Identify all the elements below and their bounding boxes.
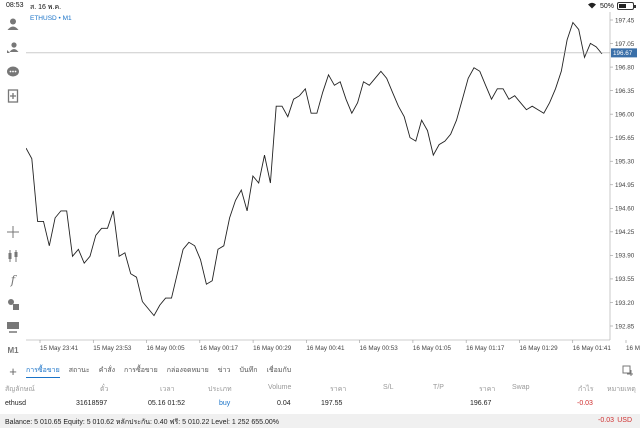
- row-volume: 0.04: [277, 400, 291, 407]
- add-tab-icon[interactable]: +: [9, 363, 17, 379]
- y-tick-label: 196.35: [615, 88, 635, 95]
- x-tick-label: 16 May 01:29: [519, 345, 558, 352]
- status-date: ส. 16 พ.ค.: [30, 4, 62, 11]
- y-tick-label: 196.00: [615, 111, 635, 118]
- y-tick-label: 192.85: [615, 323, 635, 330]
- tab-5[interactable]: ข่าว: [217, 366, 231, 374]
- y-tick-label: 197.45: [615, 17, 635, 24]
- row-type: buy: [219, 400, 231, 407]
- battery-icon: [617, 2, 636, 10]
- crosshair-icon[interactable]: [5, 224, 21, 240]
- y-tick-label: 194.95: [615, 182, 635, 189]
- row-profit: -0.03: [577, 400, 593, 407]
- candlestick-icon[interactable]: [5, 248, 21, 264]
- balance-text: Balance: 5 010.65 Equity: 5 010.62 หลักป…: [5, 419, 280, 426]
- x-tick-label: 16 May 00:17: [200, 345, 239, 352]
- price-chart[interactable]: ETHUSD • M1 197.45 197.05 196.80 196.35 196.…: [26, 12, 640, 358]
- row-time: 05.16 01:52: [148, 400, 185, 407]
- x-tick-label: 16 May 01:5: [626, 345, 640, 352]
- tab-4[interactable]: กล่องจดหมาย: [166, 366, 209, 374]
- wifi-icon: [587, 1, 597, 11]
- left-toolbar: f M1: [0, 12, 26, 358]
- header-note: หมายเหตุ: [607, 386, 636, 393]
- toolbox-tabs: + การซื้อขาย สถานะ คำสั่ง การซื้อขาย กล่องจด…: [0, 362, 640, 380]
- tab-7[interactable]: เชื่อมกับ: [266, 366, 292, 374]
- y-tick-label: 195.65: [615, 135, 635, 142]
- row-ticket: 31618597: [76, 400, 108, 407]
- y-tick-label: 193.90: [615, 253, 635, 260]
- battery-fill: [619, 4, 626, 8]
- tab-2[interactable]: คำสั่ง: [98, 366, 116, 374]
- y-tick-label: 196.80: [615, 64, 635, 71]
- y-tick-label: 194.60: [615, 206, 635, 213]
- objects-icon[interactable]: [5, 296, 21, 312]
- x-tick-label: 16 May 01:05: [413, 345, 452, 352]
- balance-profit: -0.03: [598, 417, 614, 424]
- current-price-badge: [611, 48, 637, 58]
- settings-icon[interactable]: [622, 365, 634, 379]
- row-price-now: 196.67: [470, 400, 492, 407]
- y-tick-label: 193.55: [615, 276, 635, 283]
- tab-1[interactable]: สถานะ: [68, 366, 90, 374]
- x-tick-label: 16 May 00:41: [306, 345, 345, 352]
- header-swap: Swap: [512, 384, 530, 391]
- header-price-open: ราคา: [330, 386, 347, 393]
- chat-icon[interactable]: [5, 64, 21, 80]
- balance-currency: USD: [617, 417, 632, 424]
- header-profit: กำไร: [578, 386, 594, 393]
- add-document-icon[interactable]: [5, 88, 21, 104]
- table-row[interactable]: ethusd 31618597 05.16 01:52 buy 0.04 197…: [0, 397, 640, 411]
- status-right: 50%: [587, 1, 636, 11]
- chart-timeframe: M1: [62, 15, 72, 22]
- function-icon[interactable]: f: [10, 273, 16, 287]
- timeframe-m1-button[interactable]: M1: [7, 345, 19, 355]
- x-tick-label: 16 May 01:41: [573, 345, 612, 352]
- person-swap-icon[interactable]: [5, 40, 21, 56]
- row-symbol: ethusd: [5, 400, 27, 407]
- y-tick-label: 193.20: [615, 300, 635, 307]
- chart-separator: •: [58, 15, 61, 22]
- header-symbol: สัญลักษณ์: [5, 386, 35, 393]
- tab-0[interactable]: การซื้อขาย: [26, 365, 60, 378]
- balance-bar: Balance: 5 010.65 Equity: 5 010.62 หลักป…: [0, 414, 640, 428]
- price-line: [26, 21, 603, 317]
- x-tick-label: 16 May 00:53: [360, 345, 399, 352]
- x-tick-label: 15 May 23:41: [40, 345, 79, 352]
- header-sl: S/L: [383, 384, 394, 391]
- chart-symbol: ETHUSD: [30, 15, 57, 22]
- header-price-now: ราคา: [479, 386, 496, 393]
- header-type: ประเภท: [208, 386, 232, 393]
- chart-symbol-label: ETHUSD • M1: [30, 15, 72, 22]
- person-icon[interactable]: [5, 16, 21, 32]
- tab-3[interactable]: การซื้อขาย: [124, 366, 158, 374]
- current-price-label: 196.67: [613, 50, 633, 57]
- header-volume: Volume: [268, 384, 292, 391]
- status-bar: 08:53 ส. 16 พ.ค. 50%: [0, 0, 640, 12]
- header-time: เวลา: [160, 386, 175, 393]
- x-tick-label: 15 May 23:53: [93, 345, 132, 352]
- y-tick-label: 197.05: [615, 41, 635, 48]
- status-time: 08:53: [6, 2, 24, 9]
- templates-icon[interactable]: [5, 319, 21, 335]
- tab-list: การซื้อขาย สถานะ คำสั่ง การซื้อขาย กล่องจดหม…: [26, 365, 300, 378]
- x-tick-label: 16 May 00:05: [147, 345, 186, 352]
- x-tick-label: 16 May 00:29: [253, 345, 292, 352]
- y-tick-label: 195.30: [615, 159, 635, 166]
- y-tick-label: 194.25: [615, 229, 635, 236]
- tab-6[interactable]: บันทึก: [239, 366, 258, 374]
- header-tp: T/P: [433, 384, 444, 391]
- header-ticket: ตั๋ว: [100, 386, 109, 393]
- x-tick-label: 16 May 01:17: [466, 345, 505, 352]
- battery-percent: 50%: [599, 2, 614, 10]
- chart-svg: 197.45 197.05 196.80 196.35 196.00 195.65 195.…: [26, 12, 640, 352]
- positions-header: สัญลักษณ์ ตั๋ว เวลา ประเภท Volume ราคา S…: [0, 381, 640, 395]
- row-price-open: 197.55: [321, 400, 343, 407]
